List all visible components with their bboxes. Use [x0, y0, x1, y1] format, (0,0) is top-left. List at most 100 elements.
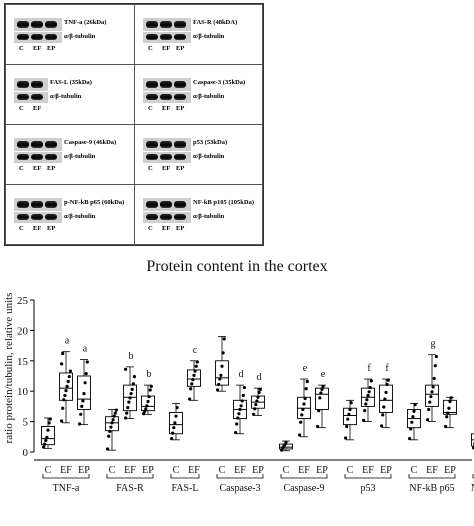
blot-loading-label: α/β-tubulin [193, 213, 225, 220]
blot-protein-label: Caspase-3 (35kDa) [193, 79, 246, 86]
significance-letter: d [239, 369, 244, 380]
protein-band-strip [143, 138, 191, 151]
blot-loading-label: α/β-tubulin [193, 93, 225, 100]
x-group-label: Caspase-9 [283, 483, 324, 494]
significance-letter: c [193, 345, 198, 356]
protein-band [45, 141, 57, 148]
x-group-label: FAS-R [116, 483, 144, 494]
data-point [257, 390, 261, 395]
data-point [236, 416, 240, 420]
data-point [348, 407, 352, 412]
data-point [79, 412, 83, 416]
tubulin-band [31, 154, 43, 160]
loading-control-strip [143, 92, 191, 103]
blot-lane-label: EF [162, 105, 171, 112]
data-point [318, 396, 322, 400]
data-point [235, 422, 239, 426]
box-iqr [215, 360, 229, 386]
data-point [316, 424, 320, 429]
group-bracket [472, 474, 474, 479]
tubulin-band [31, 94, 43, 100]
x-category-label: EF [124, 465, 136, 476]
data-point [189, 387, 193, 391]
protein-band [160, 201, 172, 208]
x-category-label: EP [444, 465, 456, 476]
data-point [365, 398, 369, 402]
data-point [428, 400, 432, 404]
group-bracket [106, 474, 154, 479]
tubulin-band [174, 34, 186, 40]
data-point [429, 395, 433, 399]
data-point [173, 421, 177, 425]
data-point [192, 373, 196, 377]
protein-band-strip [143, 78, 191, 91]
blot-loading-label: α/β-tubulin [64, 213, 96, 220]
data-point [445, 415, 449, 419]
data-point [149, 384, 153, 388]
data-point [298, 433, 302, 437]
loading-control-strip [14, 152, 62, 163]
data-point [446, 411, 450, 415]
data-point [128, 396, 132, 400]
loading-control-strip [143, 212, 191, 223]
blot-panel: FAS-L (35kDa) α/β-tubulin C EF [5, 64, 135, 125]
protein-band [160, 141, 172, 148]
data-point [130, 387, 134, 391]
box-iqr [141, 395, 155, 412]
significance-letter: e [303, 363, 308, 374]
data-point [114, 408, 118, 412]
data-point [42, 445, 46, 449]
data-point [255, 399, 259, 403]
group-bracket [42, 474, 90, 479]
data-point [195, 360, 199, 364]
data-point [106, 447, 110, 451]
blot-lane-label: EF [162, 165, 171, 172]
data-point [434, 354, 438, 359]
tubulin-band [160, 154, 172, 160]
tubulin-band [17, 34, 29, 40]
protein-band-strip [14, 78, 48, 91]
data-point [131, 382, 135, 386]
data-point [431, 385, 435, 389]
x-category-label: EF [60, 465, 72, 476]
data-point [190, 382, 194, 386]
loading-control-strip [143, 32, 191, 43]
data-point [256, 395, 260, 399]
protein-band [31, 201, 43, 208]
protein-band [31, 141, 43, 148]
data-point [320, 387, 324, 391]
x-category-label: EP [316, 465, 328, 476]
blot-lane-label: EF [33, 165, 42, 172]
y-tick-label: 15 [17, 356, 29, 368]
x-category-label: EF [426, 465, 438, 476]
y-axis: 0 5 10 15 20 25 [17, 295, 35, 459]
blot-lane-label: C [148, 165, 153, 172]
data-point [144, 407, 148, 411]
tubulin-band [31, 214, 43, 220]
data-point [344, 436, 348, 440]
data-point [345, 424, 349, 429]
data-point [81, 399, 85, 403]
loading-control-strip [14, 32, 62, 43]
data-point [170, 437, 174, 441]
data-point [384, 390, 388, 395]
data-point [362, 418, 366, 422]
data-point [65, 384, 69, 388]
data-point [217, 382, 221, 387]
blot-panel: p53 (53kDa) α/β-tubulin C EF EP [134, 124, 263, 185]
significance-letter: g [431, 339, 436, 350]
loading-control-strip [143, 152, 191, 163]
data-point [366, 393, 370, 398]
blot-loading-label: α/β-tubulin [193, 33, 225, 40]
data-point [174, 414, 178, 418]
x-group-label: FAS-L [171, 483, 198, 494]
blot-lane-label: EF [162, 225, 171, 232]
data-point [234, 430, 238, 435]
x-category-label: C [283, 465, 290, 476]
significance-letter: a [65, 336, 70, 347]
data-point [124, 416, 128, 420]
significance-letter: f [385, 363, 389, 374]
tubulin-band [146, 34, 158, 40]
